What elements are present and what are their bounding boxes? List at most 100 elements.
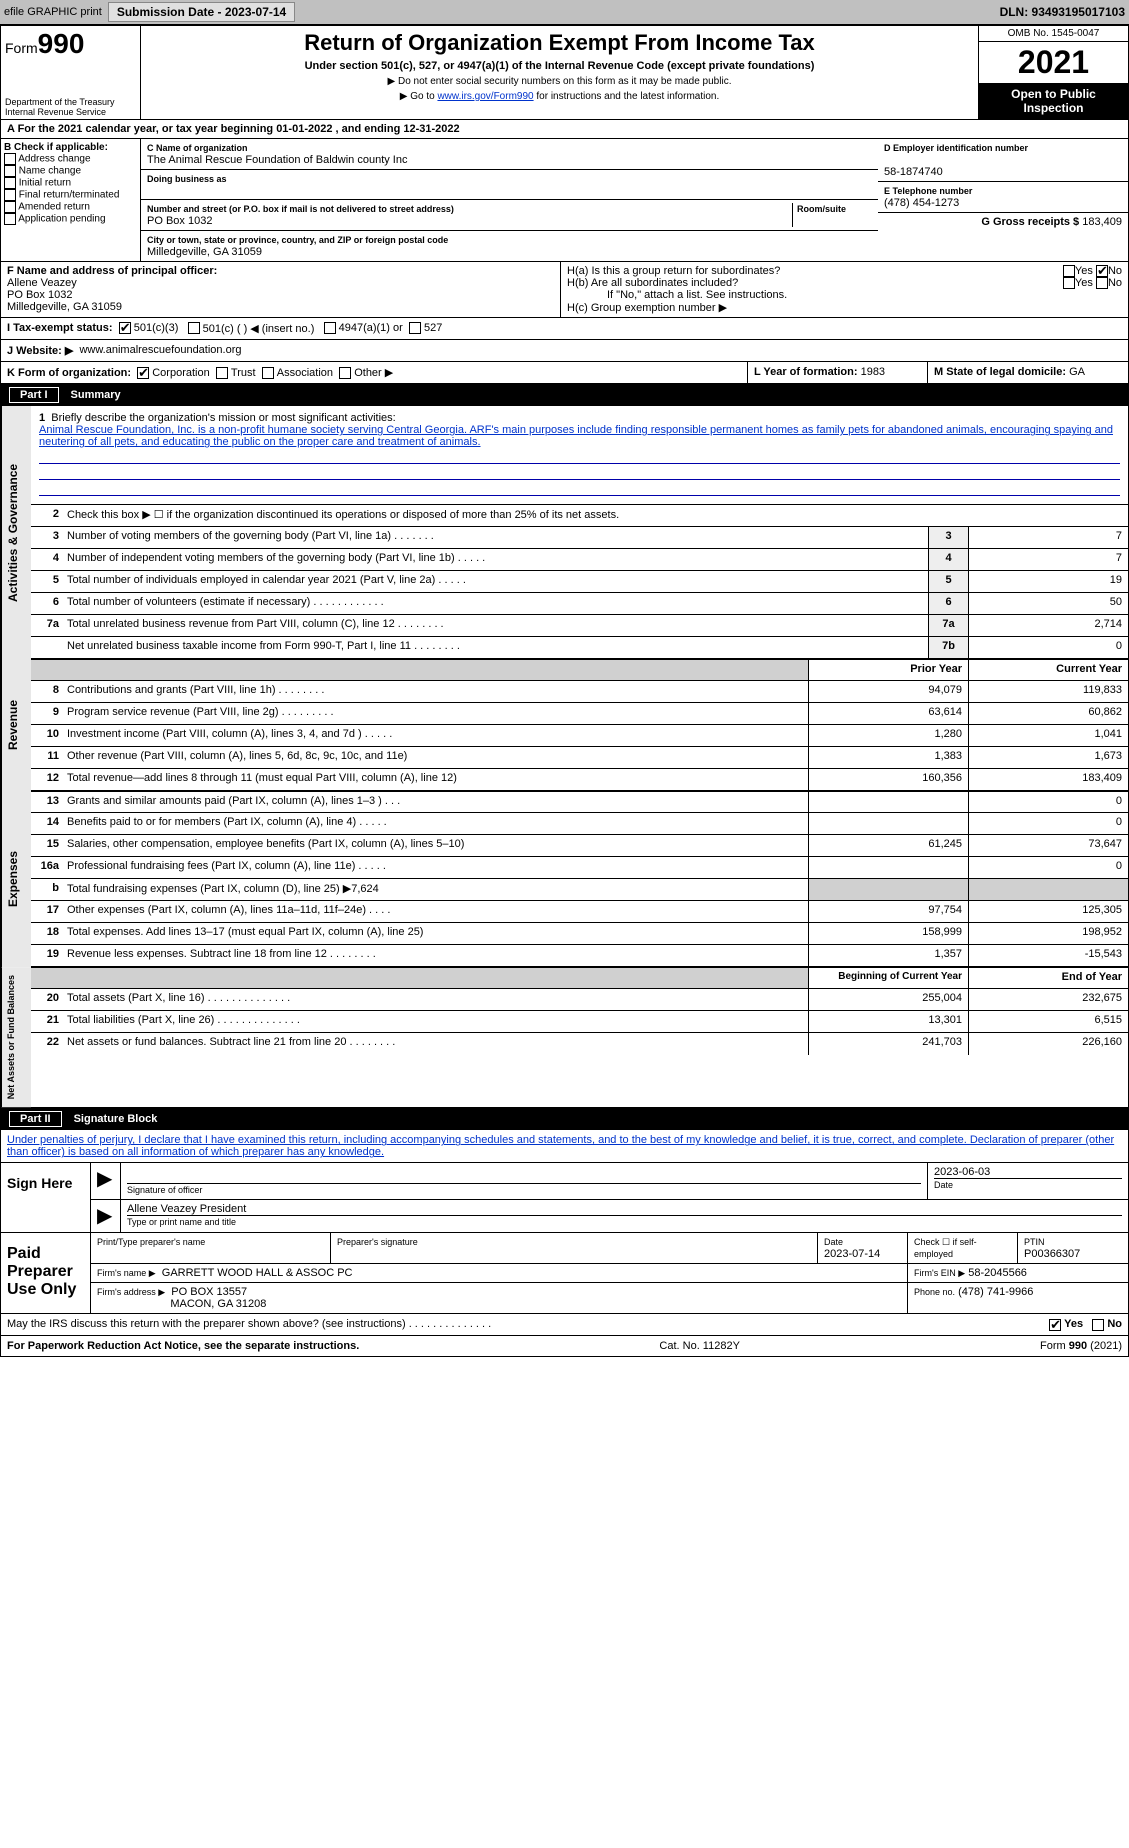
- check-corp[interactable]: [137, 367, 149, 379]
- efile-label: efile GRAPHIC print: [4, 6, 102, 18]
- line-13: 13 Grants and similar amounts paid (Part…: [31, 791, 1128, 813]
- check-trust[interactable]: [216, 367, 228, 379]
- check-name-change[interactable]: [4, 165, 16, 177]
- vert-expenses: Expenses: [1, 791, 31, 967]
- paid-preparer-block: Paid Preparer Use Only Print/Type prepar…: [1, 1233, 1128, 1314]
- city: Milledgeville, GA 31059: [147, 246, 262, 258]
- check-other[interactable]: [339, 367, 351, 379]
- check-address-change[interactable]: [4, 153, 16, 165]
- street: PO Box 1032: [147, 215, 212, 227]
- line-22: 22 Net assets or fund balances. Subtract…: [31, 1033, 1128, 1055]
- hb-no[interactable]: [1096, 277, 1108, 289]
- line-5: 5 Total number of individuals employed i…: [31, 571, 1128, 593]
- ein: 58-1874740: [884, 166, 943, 178]
- line-11: 11 Other revenue (Part VIII, column (A),…: [31, 747, 1128, 769]
- blank-line: [39, 450, 1120, 464]
- form-page: Form990 Department of the Treasury Inter…: [0, 25, 1129, 1357]
- line-15: 15 Salaries, other compensation, employe…: [31, 835, 1128, 857]
- irs-link[interactable]: www.irs.gov/Form990: [437, 91, 533, 102]
- section-h: H(a) Is this a group return for subordin…: [561, 262, 1128, 317]
- form-header: Form990 Department of the Treasury Inter…: [1, 26, 1128, 120]
- section-l: L Year of formation: 1983: [748, 362, 928, 383]
- paid-preparer-label: Paid Preparer Use Only: [1, 1233, 91, 1313]
- section-i: I Tax-exempt status: 501(c)(3) 501(c) ( …: [1, 318, 1128, 340]
- line-a-taxyear: A For the 2021 calendar year, or tax yea…: [1, 120, 1128, 139]
- discuss-row: May the IRS discuss this return with the…: [1, 1314, 1128, 1335]
- check-initial-return[interactable]: [4, 177, 16, 189]
- website: www.animalrescuefoundation.org: [79, 344, 241, 357]
- section-k: K Form of organization: Corporation Trus…: [1, 362, 748, 383]
- vert-governance: Activities & Governance: [1, 406, 31, 659]
- section-b: B Check if applicable: Address change Na…: [1, 139, 141, 261]
- line-8: 8 Contributions and grants (Part VIII, l…: [31, 681, 1128, 703]
- goto-note: ▶ Go to www.irs.gov/Form990 for instruct…: [145, 91, 974, 102]
- omb-number: OMB No. 1545-0047: [979, 26, 1128, 42]
- phone: (478) 454-1273: [884, 197, 959, 209]
- bcd-block: B Check if applicable: Address change Na…: [1, 139, 1128, 262]
- efile-topbar: efile GRAPHIC print Submission Date - 20…: [0, 0, 1129, 25]
- summary-netassets: Net Assets or Fund Balances Beginning of…: [1, 967, 1128, 1108]
- penalty-statement: Under penalties of perjury, I declare th…: [1, 1130, 1128, 1163]
- mission-block: 1 Briefly describe the organization's mi…: [31, 406, 1128, 505]
- vert-revenue: Revenue: [1, 659, 31, 791]
- line-17: 17 Other expenses (Part IX, column (A), …: [31, 901, 1128, 923]
- line-3: 3 Number of voting members of the govern…: [31, 527, 1128, 549]
- summary-revenue: Revenue Prior Year Current Year 8 Contri…: [1, 659, 1128, 791]
- omb-year-block: OMB No. 1545-0047 2021 Open to Public In…: [978, 26, 1128, 119]
- vert-netassets: Net Assets or Fund Balances: [1, 967, 31, 1107]
- org-name: The Animal Rescue Foundation of Baldwin …: [147, 154, 407, 166]
- sign-here-block: Sign Here ▶ Signature of officer 2023-06…: [1, 1163, 1128, 1233]
- line-16a: 16a Professional fundraising fees (Part …: [31, 857, 1128, 879]
- page-footer: For Paperwork Reduction Act Notice, see …: [1, 1336, 1128, 1356]
- section-d: D Employer identification number 58-1874…: [878, 139, 1128, 261]
- fh-block: F Name and address of principal officer:…: [1, 262, 1128, 318]
- section-j: J Website: ▶ www.animalrescuefoundation.…: [1, 340, 1128, 362]
- line-20: 20 Total assets (Part X, line 16) . . . …: [31, 989, 1128, 1011]
- ha-yes[interactable]: [1063, 265, 1075, 277]
- part1-header: Part I Summary: [1, 384, 1128, 406]
- arrow-icon: ▶: [91, 1200, 121, 1232]
- line-14: 14 Benefits paid to or for members (Part…: [31, 813, 1128, 835]
- line-19: 19 Revenue less expenses. Subtract line …: [31, 945, 1128, 967]
- line-18: 18 Total expenses. Add lines 13–17 (must…: [31, 923, 1128, 945]
- check-pending[interactable]: [4, 213, 16, 225]
- dln-label: DLN: 93493195017103: [1000, 5, 1125, 19]
- line-4: 4 Number of independent voting members o…: [31, 549, 1128, 571]
- check-assoc[interactable]: [262, 367, 274, 379]
- summary-expenses: Expenses 13 Grants and similar amounts p…: [1, 791, 1128, 967]
- form-title: Return of Organization Exempt From Incom…: [145, 30, 974, 56]
- form-id-block: Form990 Department of the Treasury Inter…: [1, 26, 141, 119]
- check-4947[interactable]: [324, 322, 336, 334]
- line-9: 9 Program service revenue (Part VIII, li…: [31, 703, 1128, 725]
- check-501c3[interactable]: [119, 322, 131, 334]
- form-title-block: Return of Organization Exempt From Incom…: [141, 26, 978, 119]
- check-527[interactable]: [409, 322, 421, 334]
- ha-no[interactable]: [1096, 265, 1108, 277]
- check-amended[interactable]: [4, 201, 16, 213]
- submission-date-button[interactable]: Submission Date - 2023-07-14: [108, 2, 295, 22]
- ssn-note: ▶ Do not enter social security numbers o…: [145, 76, 974, 87]
- mission-text[interactable]: Animal Rescue Foundation, Inc. is a non-…: [39, 424, 1113, 448]
- discuss-no[interactable]: [1092, 1319, 1104, 1331]
- section-f: F Name and address of principal officer:…: [1, 262, 561, 317]
- klm-row: K Form of organization: Corporation Trus…: [1, 362, 1128, 384]
- line-6: 6 Total number of volunteers (estimate i…: [31, 593, 1128, 615]
- check-final-return[interactable]: [4, 189, 16, 201]
- section-c: C Name of organization The Animal Rescue…: [141, 139, 878, 261]
- section-m: M State of legal domicile: GA: [928, 362, 1128, 383]
- form-subtitle: Under section 501(c), 527, or 4947(a)(1)…: [145, 60, 974, 72]
- line-7b: Net unrelated business taxable income fr…: [31, 637, 1128, 659]
- blank-line: [39, 482, 1120, 496]
- line-2: 2 Check this box ▶ ☐ if the organization…: [31, 505, 1128, 527]
- blank-line: [39, 466, 1120, 480]
- form-number: Form990: [5, 28, 136, 60]
- line-7a: 7a Total unrelated business revenue from…: [31, 615, 1128, 637]
- arrow-icon: ▶: [91, 1163, 121, 1199]
- dept-treasury: Department of the Treasury Internal Reve…: [5, 97, 136, 117]
- line-10: 10 Investment income (Part VIII, column …: [31, 725, 1128, 747]
- gross-receipts: 183,409: [1082, 216, 1122, 228]
- discuss-yes[interactable]: [1049, 1319, 1061, 1331]
- hb-yes[interactable]: [1063, 277, 1075, 289]
- line-16b: b Total fundraising expenses (Part IX, c…: [31, 879, 1128, 901]
- check-501c[interactable]: [188, 322, 200, 334]
